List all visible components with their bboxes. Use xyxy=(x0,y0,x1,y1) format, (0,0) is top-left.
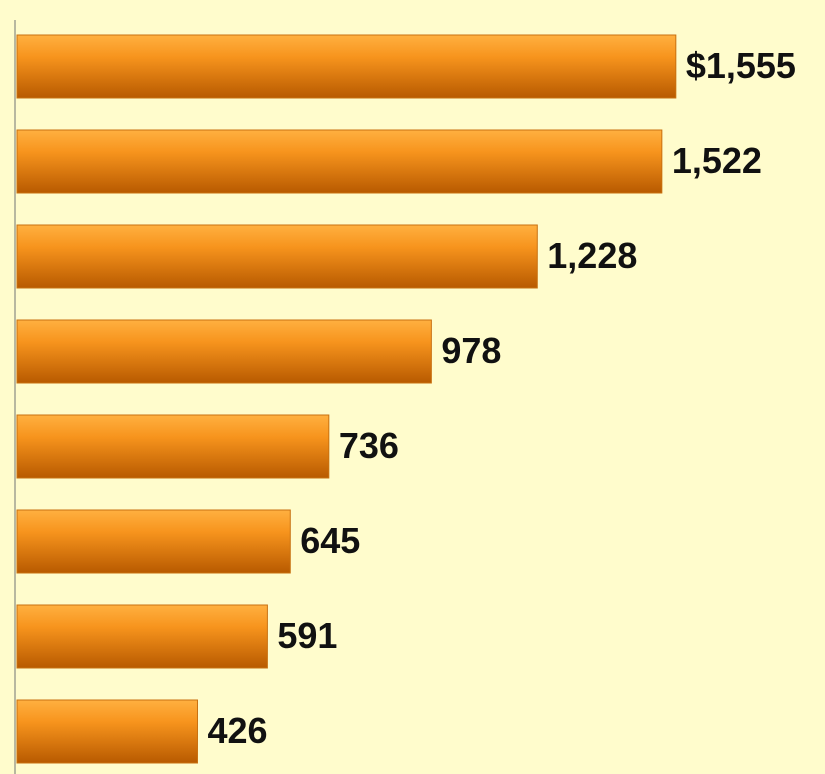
value-label: 591 xyxy=(277,615,337,656)
bar xyxy=(16,509,291,574)
bar xyxy=(16,699,198,764)
bar xyxy=(16,224,538,289)
bar xyxy=(16,319,432,384)
bar xyxy=(16,34,677,99)
value-label: 1,522 xyxy=(672,140,762,181)
value-label: $1,555 xyxy=(686,45,796,86)
bar xyxy=(16,604,268,669)
value-label: 1,228 xyxy=(547,235,637,276)
value-label: 645 xyxy=(300,520,360,561)
bar xyxy=(16,129,663,194)
bar xyxy=(16,414,330,479)
value-label: 426 xyxy=(207,710,267,751)
value-label: 978 xyxy=(441,330,501,371)
value-label: 736 xyxy=(339,425,399,466)
